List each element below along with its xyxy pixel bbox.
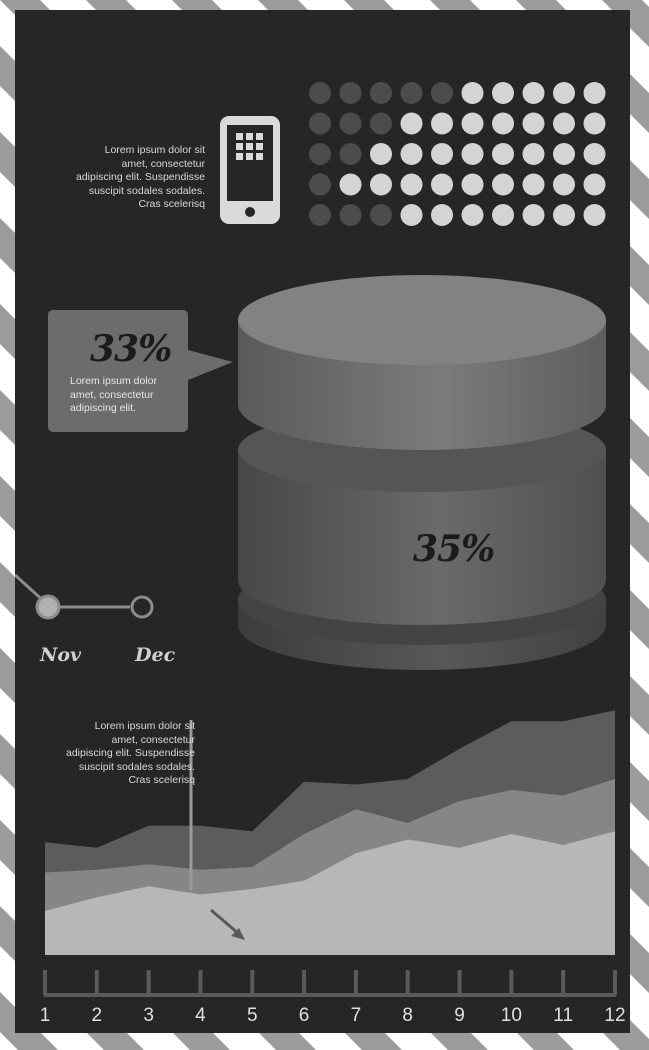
x-tick-label: 11 [553,1005,574,1026]
callout-percent: 33% [90,328,172,370]
dot-filled [492,204,514,226]
x-tick-label: 7 [350,1005,362,1026]
dot-filled [431,204,453,226]
x-tick-label: 9 [454,1005,465,1026]
x-tick-label: 8 [402,1005,413,1026]
dot-filled [522,204,545,226]
dot-empty [309,143,331,165]
dot-filled [492,173,514,196]
annotation-pointer [189,720,245,940]
timeline [15,573,154,620]
dot-empty [370,112,392,135]
x-tick-label: 6 [298,1005,310,1026]
x-tick-label: 12 [604,1005,626,1026]
dot-empty [309,204,331,226]
dot-filled [553,82,575,104]
dot-filled [583,173,606,196]
x-tick-label: 2 [91,1005,103,1026]
dot-empty [370,82,392,104]
timeline-month-dec: Dec [135,644,176,666]
dot-empty [339,112,362,135]
cylinder-percent: 35% [413,528,495,570]
callout-text: Lorem ipsum dolor amet, consectetur adip… [70,375,157,414]
callout-box [48,310,233,432]
dot-empty [339,204,362,226]
dot-empty [431,82,453,104]
dot-filled [461,143,484,165]
dot-filled [553,204,575,226]
dot-empty [309,173,331,196]
dot-filled [400,204,423,226]
dot-empty [339,143,362,165]
x-tick-label: 3 [143,1005,154,1026]
area-series-3 [45,831,615,955]
dot-filled [553,143,575,165]
dot-filled [370,143,392,165]
dot-filled [492,143,514,165]
dot-filled [461,173,484,196]
dot-empty [339,82,362,104]
smartphone-icon [220,116,280,224]
dot-filled [553,173,575,196]
dot-filled [553,112,575,135]
dot-filled [400,173,423,196]
dot-filled [339,173,362,196]
dot-filled [431,143,453,165]
timeline-node-dec [130,595,154,619]
dot-filled [522,173,545,196]
dot-filled [461,204,484,226]
dot-filled [400,143,423,165]
dot-filled [583,112,606,135]
dot-filled [522,82,545,104]
dot-filled [583,204,606,226]
intro-text: Lorem ipsum dolor sit amet, consectetur … [76,144,205,210]
dot-filled [492,112,514,135]
graphics-layer [15,82,617,997]
stacked-cylinder [238,275,606,670]
infographic-panel: Lorem ipsum dolor sit amet, consectetur … [15,10,630,1033]
dot-filled [522,112,545,135]
dot-empty [370,204,392,226]
dot-filled [583,82,606,104]
dot-empty [400,82,423,104]
dot-filled [461,112,484,135]
dot-filled [461,82,484,104]
dot-filled [583,143,606,165]
timeline-node-nov [35,594,61,620]
annotation-text: Lorem ipsum dolor sit amet, consectetur … [66,720,195,786]
x-axis [43,970,617,997]
x-tick-label: 5 [246,1005,258,1026]
dot-matrix-grid [309,82,606,226]
dot-filled [431,112,453,135]
dot-filled [492,82,514,104]
area-chart [45,710,615,955]
dot-filled [370,173,392,196]
dot-filled [431,173,453,196]
x-tick-label: 4 [195,1005,206,1026]
dot-empty [309,112,331,135]
dot-filled [400,112,423,135]
x-tick-label: 10 [500,1005,522,1026]
x-tick-label: 1 [39,1005,51,1026]
timeline-month-nov: Nov [40,644,82,666]
dot-filled [522,143,545,165]
dot-empty [309,82,331,104]
